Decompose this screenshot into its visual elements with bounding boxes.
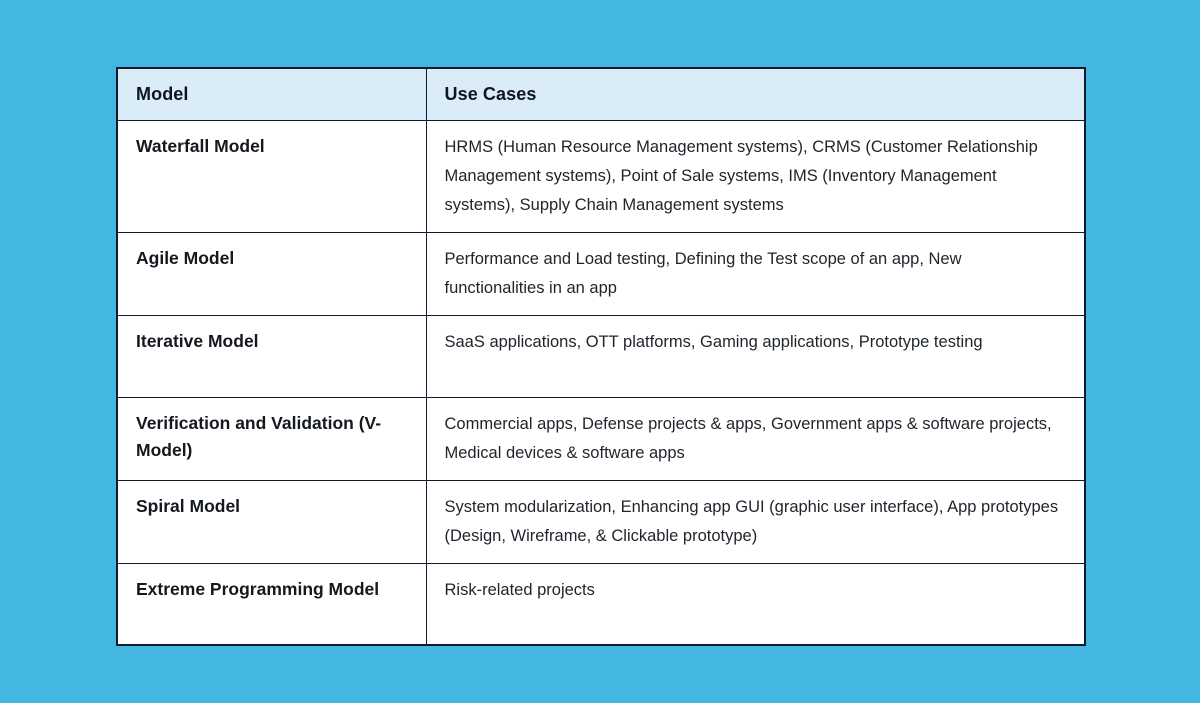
use-cases-text: Commercial apps, Defense projects & apps… xyxy=(425,396,1086,481)
table-header-row: Model Use Cases xyxy=(116,67,1086,121)
model-name: Iterative Model xyxy=(116,314,427,398)
model-name: Spiral Model xyxy=(116,479,427,564)
model-name: Extreme Programming Model xyxy=(116,562,427,646)
sdlc-models-use-cases-table: Model Use Cases Waterfall Model HRMS (Hu… xyxy=(116,67,1086,646)
use-cases-text: Performance and Load testing, Defining t… xyxy=(425,231,1086,316)
table-row-iterative: Iterative Model SaaS applications, OTT p… xyxy=(116,314,1086,398)
table-row-agile: Agile Model Performance and Load testing… xyxy=(116,231,1086,316)
table-row-v-model: Verification and Validation (V-Model) Co… xyxy=(116,396,1086,481)
use-cases-text: HRMS (Human Resource Management systems)… xyxy=(425,119,1086,233)
use-cases-text: SaaS applications, OTT platforms, Gaming… xyxy=(425,314,1086,398)
use-cases-text: System modularization, Enhancing app GUI… xyxy=(425,479,1086,564)
table-row-waterfall: Waterfall Model HRMS (Human Resource Man… xyxy=(116,119,1086,233)
model-name: Agile Model xyxy=(116,231,427,316)
table-row-extreme-programming: Extreme Programming Model Risk-related p… xyxy=(116,562,1086,646)
column-header-use-cases: Use Cases xyxy=(425,67,1086,121)
table-row-spiral: Spiral Model System modularization, Enha… xyxy=(116,479,1086,564)
model-name: Verification and Validation (V-Model) xyxy=(116,396,427,481)
column-header-model: Model xyxy=(116,67,427,121)
use-cases-text: Risk-related projects xyxy=(425,562,1086,646)
model-name: Waterfall Model xyxy=(116,119,427,233)
